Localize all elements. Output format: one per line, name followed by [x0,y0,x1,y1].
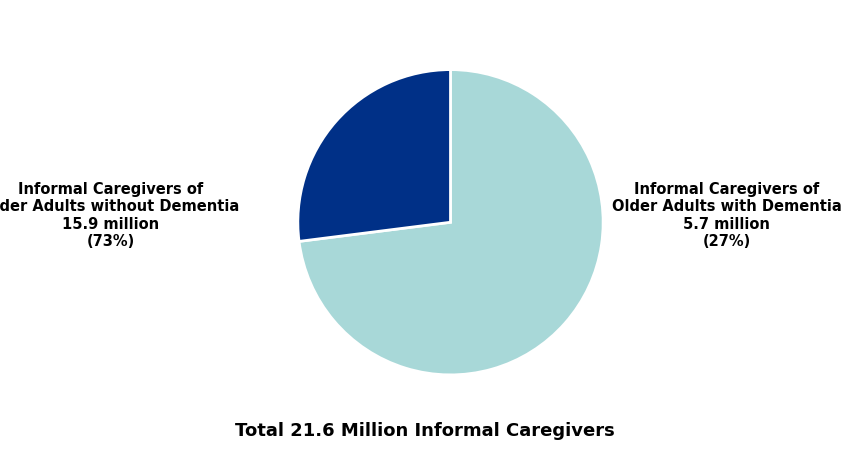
Wedge shape [298,70,450,242]
Wedge shape [299,70,604,375]
Text: Informal Caregivers of
Older Adults with Dementia
5.7 million
(27%): Informal Caregivers of Older Adults with… [612,182,842,249]
Text: Total 21.6 Million Informal Caregivers: Total 21.6 Million Informal Caregivers [235,422,615,440]
Text: Informal Caregivers of
Older Adults without Dementia
15.9 million
(73%): Informal Caregivers of Older Adults with… [0,182,239,249]
